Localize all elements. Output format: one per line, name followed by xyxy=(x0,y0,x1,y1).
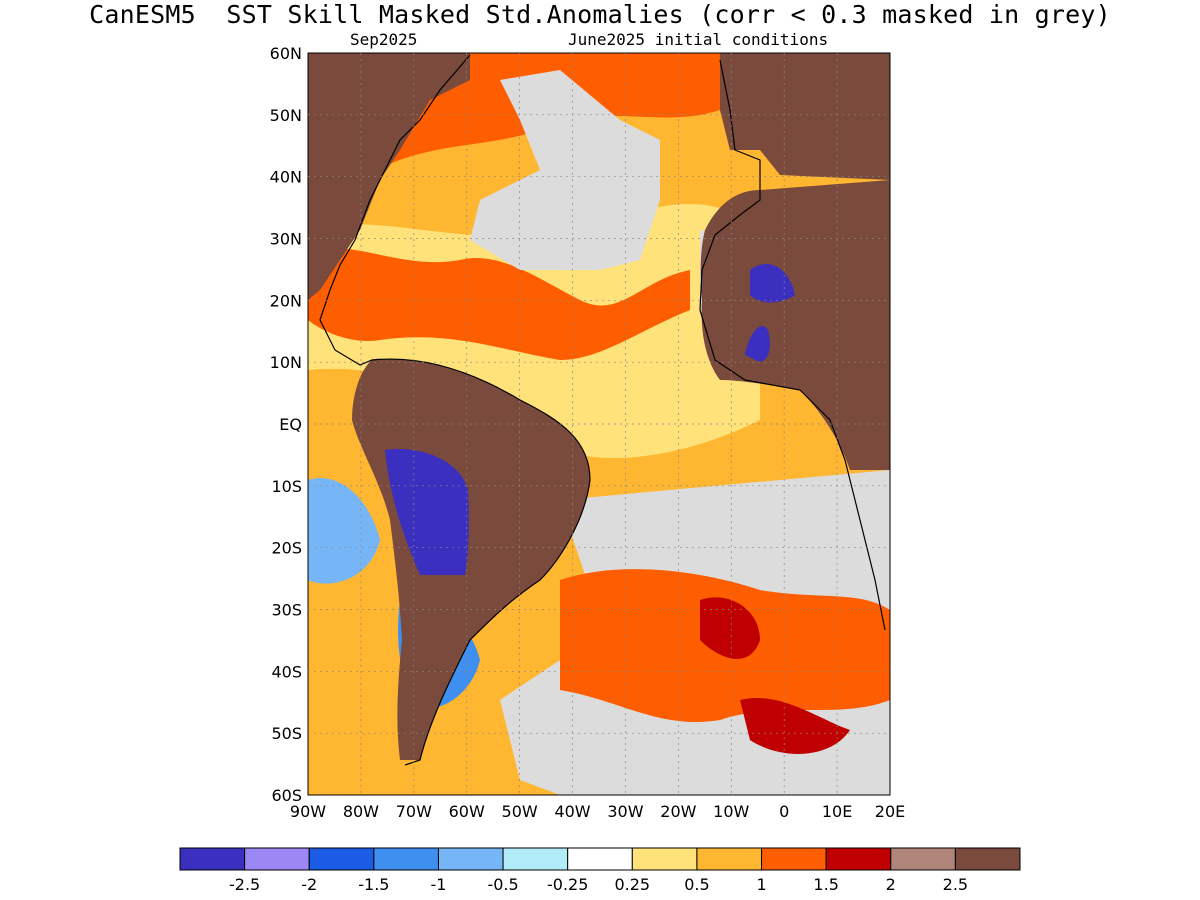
colorbar-label: -2.5 xyxy=(229,875,260,894)
south-atlantic-strong-warm xyxy=(700,597,850,754)
lat-label: 10N xyxy=(270,353,302,372)
latitude-labels: 60N 50N 40N 30N 20N 10N EQ 10S 20S 30S 40S 50S 60S xyxy=(270,44,302,805)
lon-label: 30W xyxy=(607,802,643,821)
lat-label: EQ xyxy=(279,415,302,434)
graticule xyxy=(308,53,890,795)
initial-conditions: June2025 initial conditions xyxy=(568,30,829,49)
lon-label: 90W xyxy=(290,802,326,821)
colorbar-swatch xyxy=(825,847,892,871)
coastline-americas xyxy=(319,54,591,766)
low-skill-mask-north xyxy=(470,70,660,270)
lon-label: 10E xyxy=(822,802,852,821)
colorbar-label: 1 xyxy=(756,875,766,894)
colorbar-label: 2.5 xyxy=(943,875,968,894)
colorbar-swatch xyxy=(631,847,698,871)
lat-label: 60S xyxy=(271,786,302,805)
map-area xyxy=(308,53,890,795)
colorbar-swatch xyxy=(696,847,763,871)
colorbar-label: 2 xyxy=(886,875,896,894)
lat-label: 20S xyxy=(271,539,302,558)
europe-land xyxy=(720,53,890,180)
lon-label: 0 xyxy=(779,802,789,821)
lat-label: 30S xyxy=(271,601,302,620)
lon-label: 20W xyxy=(660,802,696,821)
colorbar-swatch xyxy=(761,847,827,871)
colorbar-label: -1 xyxy=(430,875,446,894)
lon-label: 40W xyxy=(554,802,590,821)
colorbar-swatch xyxy=(373,847,439,871)
colorbar-labels: -2.5 -2 -1.5 -1 -0.5 -0.25 0.25 0.5 1 1.5 2 2.5 xyxy=(229,875,968,894)
colorbar-swatch xyxy=(567,847,633,871)
africa-land xyxy=(700,180,890,470)
sahara-cool-region xyxy=(745,264,795,362)
lat-label: 50N xyxy=(270,106,302,125)
map-title: CanESM5 SST Skill Masked Std.Anomalies (… xyxy=(89,0,1111,29)
lat-label: 30N xyxy=(270,230,302,249)
southwest-cool-anomaly xyxy=(308,478,380,584)
strong-warm-anomaly-region xyxy=(308,247,690,360)
lat-label: 10S xyxy=(271,477,302,496)
lon-label: 20E xyxy=(875,802,905,821)
coastline-africa-europe xyxy=(699,59,886,631)
north-america-land xyxy=(308,53,470,300)
colorbar xyxy=(179,847,1021,871)
lat-label: 40S xyxy=(271,662,302,681)
lat-label: 60N xyxy=(270,44,302,63)
colorbar-swatch xyxy=(244,847,310,871)
colorbar-label: -0.25 xyxy=(547,875,588,894)
colorbar-label: -0.5 xyxy=(487,875,518,894)
colorbar-swatch xyxy=(179,847,246,871)
colorbar-swatch xyxy=(890,847,956,871)
lon-label: 10W xyxy=(713,802,749,821)
forecast-month: Sep2025 xyxy=(350,30,418,49)
lat-label: 20N xyxy=(270,291,302,310)
colorbar-swatch xyxy=(308,847,375,871)
inland-cool-region xyxy=(385,449,469,575)
lon-label: 50W xyxy=(502,802,538,821)
longitude-labels: 90W 80W 70W 60W 50W 40W 30W 20W 10W 0 10E 20E xyxy=(290,802,905,821)
colorbar-swatch xyxy=(502,847,569,871)
colorbar-label: -2 xyxy=(301,875,317,894)
colorbar-label: -1.5 xyxy=(358,875,389,894)
colorbar-label: 0.5 xyxy=(684,875,709,894)
colorbar-swatch xyxy=(437,847,504,871)
lon-label: 80W xyxy=(343,802,379,821)
lon-label: 60W xyxy=(449,802,485,821)
colorbar-swatch xyxy=(954,847,1021,871)
colorbar-label: 0.25 xyxy=(614,875,650,894)
lon-label: 70W xyxy=(396,802,432,821)
colorbar-label: 1.5 xyxy=(813,875,838,894)
lat-label: 40N xyxy=(270,168,302,187)
lat-label: 50S xyxy=(271,724,302,743)
